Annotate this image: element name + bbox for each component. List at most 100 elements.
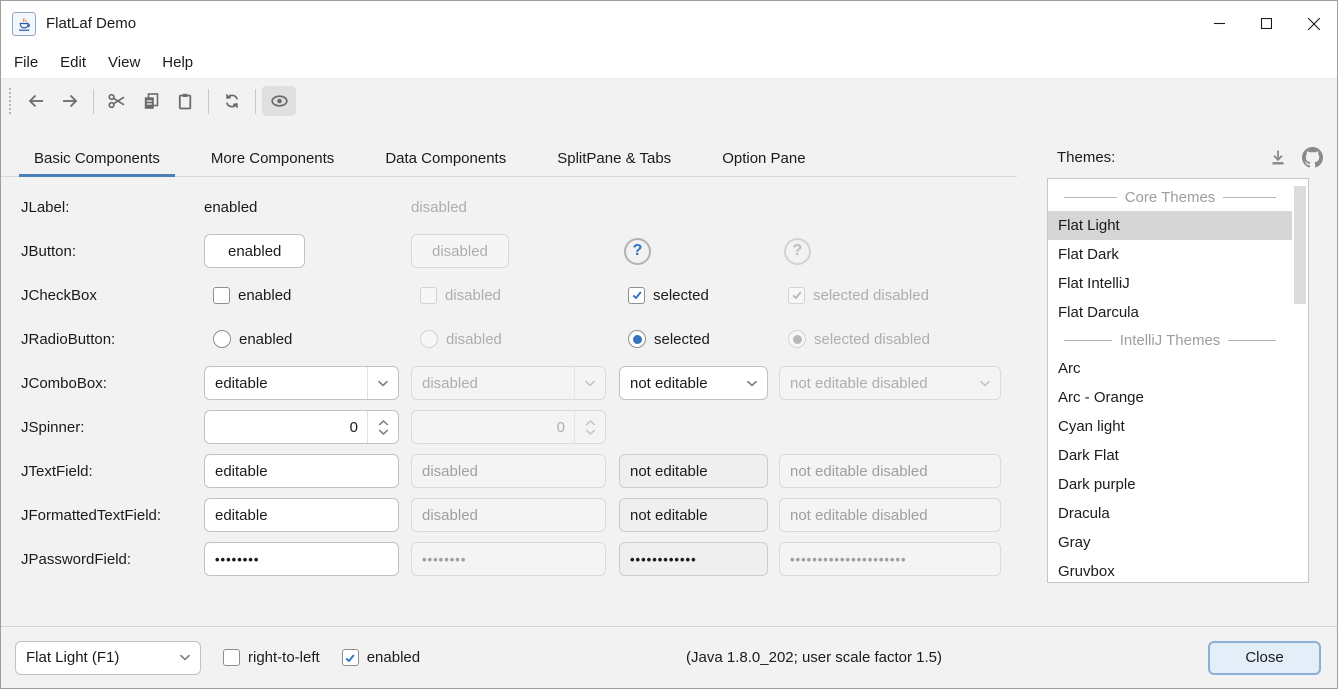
radio-label[interactable]: selected (654, 330, 710, 348)
tab-strip: Basic Components More Components Data Co… (1, 140, 1017, 177)
component-grid: JLabel: enabled disabled JButton: enable… (1, 185, 1017, 581)
toolbar-separator (93, 88, 94, 114)
textfield-disabled: disabled (411, 454, 606, 488)
checkbox-selected[interactable] (628, 286, 645, 304)
rtl-label[interactable]: right-to-left (248, 649, 320, 666)
theme-item[interactable]: Flat Darcula (1058, 304, 1139, 321)
theme-group-separator: Core Themes (1048, 184, 1292, 211)
row-jpasswordfield: JPasswordField: •••••••• •••••••• ••••••… (1, 537, 1017, 581)
theme-item[interactable]: Arc (1058, 360, 1081, 377)
radio-selected-disabled (788, 330, 806, 348)
chevron-down-icon[interactable] (367, 367, 398, 399)
tab-splitpane-tabs[interactable]: SplitPane & Tabs (557, 149, 672, 167)
jlabel-disabled: disabled (411, 198, 467, 216)
spinner-arrows (574, 411, 605, 443)
enabled-label[interactable]: enabled (366, 649, 421, 666)
copy-button[interactable] (134, 86, 168, 116)
cut-button[interactable] (100, 86, 134, 116)
toolbar-separator (255, 88, 256, 114)
scrollbar-thumb[interactable] (1294, 186, 1306, 304)
theme-item[interactable]: Flat Light (1048, 211, 1292, 240)
bottom-bar: Flat Light (F1) right-to-left enabled (J… (1, 626, 1337, 688)
forward-button[interactable] (53, 86, 87, 116)
radio-selected[interactable] (628, 330, 646, 348)
spinner-disabled: 0 (411, 410, 606, 444)
textfield-not-editable: not editable (619, 454, 768, 488)
tab-option-pane[interactable]: Option Pane (722, 149, 806, 167)
download-icon[interactable] (1268, 148, 1288, 168)
rtl-checkbox[interactable]: right-to-left (214, 649, 320, 666)
row-jcheckbox: JCheckBox enabled disabled selected sele… (1, 273, 1017, 317)
checkbox-disabled (420, 286, 437, 304)
checkbox-label[interactable]: selected (653, 286, 709, 304)
lookandfeel-combobox[interactable]: Flat Light (F1) (15, 640, 201, 675)
combobox-disabled: disabled (411, 366, 606, 400)
combobox-not-editable[interactable]: not editable (619, 366, 768, 400)
help-button[interactable]: ? (624, 237, 651, 265)
menu-help[interactable]: Help (162, 53, 194, 71)
theme-item[interactable]: Cyan light (1058, 418, 1125, 435)
chevron-down-icon[interactable] (736, 367, 767, 399)
theme-item[interactable]: Dark purple (1058, 476, 1136, 493)
textfield-not-editable-disabled: not editable disabled (779, 454, 1001, 488)
menu-edit[interactable]: Edit (60, 53, 87, 71)
theme-item[interactable]: Dark Flat (1058, 447, 1119, 464)
passwordfield-editable[interactable]: •••••••• (204, 542, 399, 576)
checkbox-enabled[interactable] (213, 286, 230, 304)
formattedtextfield-disabled: disabled (411, 498, 606, 532)
close-window-button[interactable] (1290, 1, 1337, 46)
show-toggle-button[interactable] (262, 86, 296, 116)
spinner-arrows[interactable] (367, 411, 398, 443)
combobox-editable[interactable]: editable (204, 366, 399, 400)
toolbar-separator (208, 88, 209, 114)
theme-item[interactable]: Flat IntelliJ (1058, 275, 1130, 292)
row-label: JFormattedTextField: (21, 506, 162, 524)
tab-basic-components[interactable]: Basic Components (19, 140, 175, 177)
menu-bar: File Edit View Help (1, 46, 1337, 79)
paste-button[interactable] (168, 86, 202, 116)
tab-data-components[interactable]: Data Components (385, 149, 507, 167)
row-jtextfield: JTextField: editable disabled not editab… (1, 449, 1017, 493)
checkbox-box[interactable] (341, 649, 359, 666)
themes-panel: Themes: Core Themes Flat Light Flat Dark… (1017, 123, 1337, 629)
textfield-editable[interactable]: editable (204, 454, 399, 488)
github-icon[interactable] (1302, 147, 1323, 168)
formattedtextfield-not-editable: not editable (619, 498, 768, 532)
back-button[interactable] (19, 86, 53, 116)
tab-more-components[interactable]: More Components (210, 149, 335, 167)
spinner-enabled[interactable]: 0 (204, 410, 399, 444)
radio-enabled[interactable] (213, 330, 231, 348)
passwordfield-not-editable: •••••••••••• (619, 542, 768, 576)
jbutton-disabled: disabled (411, 234, 509, 268)
formattedtextfield-editable[interactable]: editable (204, 498, 399, 532)
chevron-down-icon[interactable] (169, 642, 200, 674)
title-bar: FlatLaf Demo (1, 1, 1337, 46)
menu-file[interactable]: File (14, 53, 39, 71)
theme-item[interactable]: Gruvbox (1058, 563, 1115, 580)
menu-view[interactable]: View (108, 53, 141, 71)
checkbox-label[interactable]: enabled (238, 286, 292, 304)
radio-disabled (420, 330, 438, 348)
checkbox-box[interactable] (223, 649, 240, 666)
row-jcombobox: JComboBox: editable disabled not editabl… (1, 361, 1017, 405)
radio-label[interactable]: enabled (239, 330, 293, 348)
theme-item[interactable]: Gray (1058, 534, 1091, 551)
maximize-button[interactable] (1243, 1, 1290, 46)
theme-item[interactable]: Flat Dark (1058, 246, 1119, 263)
row-label: JLabel: (21, 198, 70, 216)
close-button[interactable]: Close (1208, 640, 1321, 675)
checkbox-selected-disabled (788, 286, 805, 304)
passwordfield-disabled: •••••••• (411, 542, 606, 576)
formattedtextfield-not-editable-disabled: not editable disabled (779, 498, 1001, 532)
theme-item[interactable]: Arc - Orange (1058, 389, 1144, 406)
jbutton-enabled[interactable]: enabled (204, 234, 306, 268)
enabled-checkbox[interactable]: enabled (333, 649, 420, 666)
row-jlabel: JLabel: enabled disabled (1, 185, 1017, 229)
minimize-button[interactable] (1196, 1, 1243, 46)
refresh-button[interactable] (215, 86, 249, 116)
toolbar-grip[interactable] (9, 88, 11, 114)
row-jspinner: JSpinner: 0 0 (1, 405, 1017, 449)
theme-item[interactable]: Dracula (1058, 505, 1110, 522)
chevron-down-icon (574, 367, 605, 399)
